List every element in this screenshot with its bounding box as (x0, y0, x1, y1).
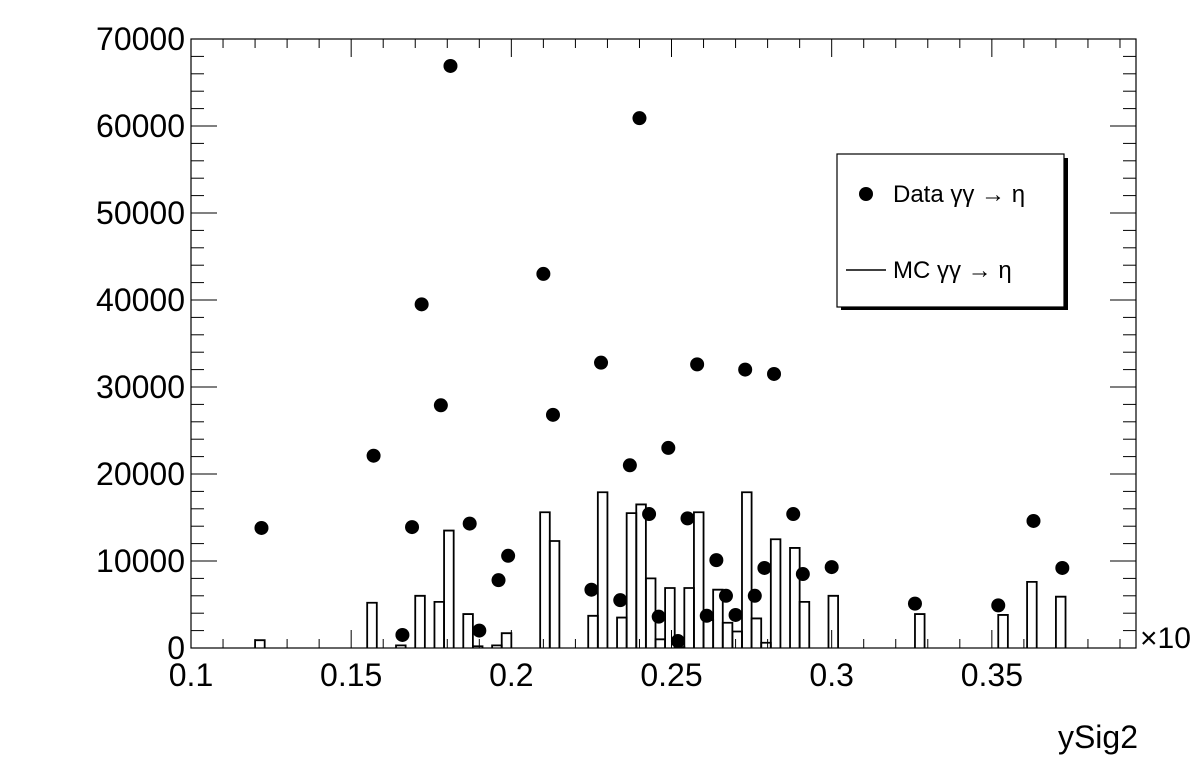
data-point (405, 520, 420, 535)
x-tick-label: 0.2 (489, 657, 533, 693)
x-tick-label: 0.15 (320, 657, 382, 693)
data-point (795, 567, 810, 582)
data-point (501, 548, 516, 563)
mc-histogram-bin (750, 617, 763, 648)
data-point (443, 58, 458, 73)
data-point (907, 596, 922, 611)
mc-histogram-bin (635, 503, 647, 648)
mc-histogram-bin (914, 613, 926, 648)
data-point (613, 593, 628, 608)
x-tick-label: 0.25 (640, 657, 702, 693)
y-tick-label: 50000 (96, 195, 185, 231)
mc-histogram-bin (414, 594, 426, 648)
mc-histogram-bin (997, 614, 1009, 648)
mc-histogram-bin (1026, 580, 1038, 648)
data-point (433, 398, 448, 413)
data-point (991, 598, 1006, 613)
data-point (642, 507, 657, 522)
mc-histogram-bin (741, 491, 753, 648)
data-point (738, 362, 753, 377)
legend: Data γγ → η MC γγ → η (836, 153, 1068, 310)
mc-histogram-bin (789, 547, 801, 648)
data-point (786, 507, 801, 522)
y-tick-label: 60000 (96, 108, 185, 144)
mc-histogram-bin (548, 540, 561, 648)
mc-histogram-bin (471, 645, 484, 648)
data-point (699, 608, 714, 623)
mc-histogram-bin (769, 538, 782, 648)
mc-histogram-bin (827, 594, 839, 648)
data-point (757, 560, 772, 575)
data-point (709, 553, 724, 568)
data-point (254, 520, 269, 535)
legend-data-marker (859, 187, 873, 201)
data-point (622, 458, 637, 473)
data-point (536, 266, 551, 281)
data-point (462, 516, 477, 531)
data-point (767, 366, 782, 381)
data-point (747, 588, 762, 603)
mc-histogram-bin (395, 644, 407, 648)
mc-histogram-bin (1055, 595, 1067, 648)
data-point (414, 297, 429, 312)
y-tick-label: 40000 (96, 282, 185, 318)
legend-entry-mc: MC γγ → η (893, 257, 1012, 284)
data-point (680, 511, 695, 526)
y-tick-label: 0 (167, 630, 185, 666)
data-point (472, 623, 487, 638)
data-point (594, 355, 609, 370)
y-tick-label: 20000 (96, 456, 185, 492)
x-tick-label: 0.35 (961, 657, 1023, 693)
data-point (718, 588, 733, 603)
data-point (395, 627, 410, 642)
mc-histogram-bin (366, 601, 378, 648)
data-point (728, 607, 743, 622)
x-tick-label: 0.1 (169, 657, 213, 693)
mc-histogram-bin (712, 588, 724, 648)
data-point (491, 573, 506, 588)
mc-histogram-bin (443, 529, 455, 648)
data-point (584, 582, 599, 597)
legend-entry-data: Data γγ → η (893, 181, 1025, 208)
data-point (545, 407, 560, 422)
y-tick-label: 30000 (96, 369, 185, 405)
data-point (1026, 513, 1041, 528)
x-axis-label: ySig2 (1058, 719, 1138, 755)
legend-box (836, 153, 1065, 308)
data-point (824, 560, 839, 575)
x-axis-exponent-label: ×10 (1140, 622, 1191, 655)
x-tick-label: 0.3 (809, 657, 853, 693)
data-point (651, 609, 666, 624)
plot-frame (190, 38, 1137, 649)
data-point (670, 634, 685, 649)
data-point (1055, 560, 1070, 575)
y-tick-label: 70000 (96, 21, 185, 57)
data-point (690, 357, 705, 372)
mc-histogram-bin (596, 491, 609, 648)
data-point (366, 448, 381, 463)
data-point (661, 440, 676, 455)
mc-histogram-bin (798, 600, 811, 648)
data-point (632, 111, 647, 126)
mc-histogram-bin (693, 511, 705, 648)
y-tick-label: 10000 (96, 543, 185, 579)
